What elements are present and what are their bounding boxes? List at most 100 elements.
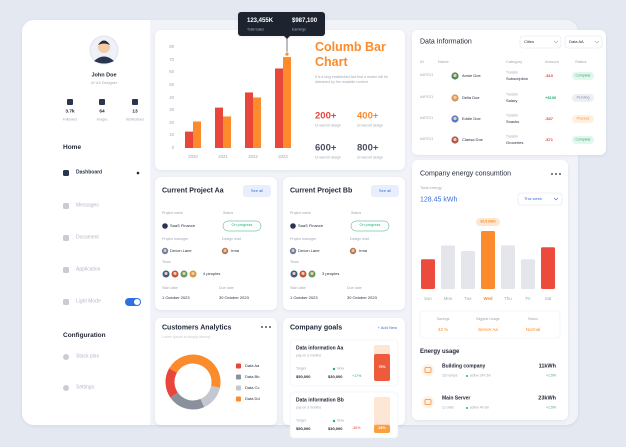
row-amount: -$10 [545, 73, 554, 78]
see-all: See all [378, 188, 392, 193]
y-tick-label: 40 [169, 94, 174, 100]
card-title: Current Project Aa [162, 187, 224, 195]
status-pill: On progress [359, 223, 381, 228]
row-category: Subscription [506, 76, 529, 81]
section-title: Energy usage [420, 349, 460, 355]
row-id: #4FE21 [420, 73, 434, 78]
stat-value: 200+ [315, 110, 337, 122]
stat-value: 64 [99, 109, 105, 115]
x-tick-label: 2023 [278, 153, 288, 159]
y-tick-label: 30 [169, 106, 174, 112]
x-tick-label: Thu [504, 295, 512, 301]
field-label: Team [162, 260, 171, 265]
dropdown-label: Cities [524, 39, 535, 44]
card-title: Data Information [420, 38, 472, 46]
field-value: SaaS Finance [170, 223, 196, 228]
x-tick-label: Sun [424, 295, 432, 301]
progress-label: 23% [378, 426, 386, 431]
x-tick-label: Wed [483, 295, 493, 301]
row-name: Clarisa Doe [462, 137, 483, 142]
goal-label: Now [337, 366, 345, 371]
summary-label: Savings [436, 317, 450, 322]
field-label: Design lead [222, 237, 241, 242]
goal-value: $50,000 [296, 426, 311, 431]
usage-value: 11kWh [538, 363, 556, 370]
menu-item: Messages [76, 202, 99, 209]
x-tick-label: Fri [525, 295, 531, 301]
row-status: Process [576, 116, 590, 121]
field-value: SaaS Finance [298, 223, 324, 228]
menu-item: Settings [76, 384, 95, 391]
total-value: 128.45 kWh [420, 196, 458, 204]
field-label: Start date [290, 286, 306, 291]
stat-label: Notifications [126, 117, 144, 122]
field-label: Project name [162, 211, 184, 216]
row-type: Transfer [506, 91, 519, 96]
field-label: Start date [162, 286, 178, 291]
field-value: 1 October 2023 [290, 295, 318, 300]
y-tick-label: 70 [169, 56, 174, 62]
goal-subtitle: pay on 3 months [296, 405, 322, 410]
project-card [283, 177, 405, 310]
field-value: 1 October 2023 [162, 295, 190, 300]
field-value: Devon Lane [170, 248, 192, 253]
menu-heading: Configuration [63, 331, 106, 339]
dropdown-label: This week [523, 196, 543, 201]
goal-subtitle: pay on 3 months [296, 353, 322, 358]
goal-label: Target [296, 418, 306, 423]
row-name: Annie Doe [462, 73, 481, 78]
legend-label: Data Aa [245, 363, 260, 368]
field-value: 4 peoples [203, 271, 221, 276]
goal-change: +17% [352, 374, 362, 379]
goal-value: $30,000 [328, 426, 343, 431]
stat-value: 600+ [315, 142, 337, 154]
goal-label: Now [337, 418, 345, 423]
stat-label: UI web kit design [315, 123, 341, 128]
row-amount: +$100 [545, 95, 557, 100]
row-amount: -$71 [545, 137, 554, 142]
usage-detail: 12 units [442, 405, 454, 410]
stat-label: UI web kit design [357, 123, 383, 128]
field-label: Design lead [350, 237, 369, 242]
customers-card [155, 318, 277, 425]
x-tick-label: 2022 [248, 153, 258, 159]
row-amount: -$47 [545, 116, 554, 121]
column-header: Amount [545, 59, 559, 64]
row-status: Complete [575, 73, 591, 78]
field-label: Project manager [162, 237, 189, 242]
row-type: Transfer [506, 112, 519, 117]
summary-label: Status [527, 317, 539, 322]
legend-label: Data Bb [245, 374, 260, 379]
stat-label: Images [96, 117, 108, 122]
row-id: #4FE21 [420, 116, 434, 121]
field-value: 3 peoples [322, 271, 340, 276]
field-value: Irma [231, 248, 239, 253]
sales-tooltip [238, 12, 325, 36]
row-category: Groceries [506, 140, 524, 145]
usage-detail: active 4h 3m [470, 405, 490, 410]
data-information-card [412, 30, 606, 155]
total-label: Total energy [420, 185, 442, 190]
row-type: Transfer [506, 69, 519, 74]
stat-value: 13 [132, 109, 138, 115]
y-tick-label: 10 [169, 132, 174, 138]
row-type: Transfer [506, 133, 519, 138]
field-label: Project name [290, 211, 312, 216]
row-name: Eddie Doe [462, 116, 481, 121]
profile-role: UI UX Designer [90, 81, 118, 86]
progress-label: 75% [378, 364, 386, 369]
menu-item: Application [76, 266, 101, 273]
row-id: #4FE21 [420, 137, 434, 142]
tooltip-label: Earnings [292, 27, 306, 32]
row-name: Della Doe [462, 95, 480, 100]
field-label: Status [351, 211, 362, 216]
row-id: #4FE21 [420, 95, 434, 100]
field-label: Due date [347, 286, 362, 291]
row-category: Snacks [506, 119, 520, 124]
y-tick-label: 80 [169, 43, 174, 49]
menu-item: Dashboard [76, 169, 103, 176]
field-value: Devon Lane [298, 248, 320, 253]
summary-value: Server Aa [478, 326, 498, 332]
chart-title: Columb Bar Chart [315, 40, 386, 69]
